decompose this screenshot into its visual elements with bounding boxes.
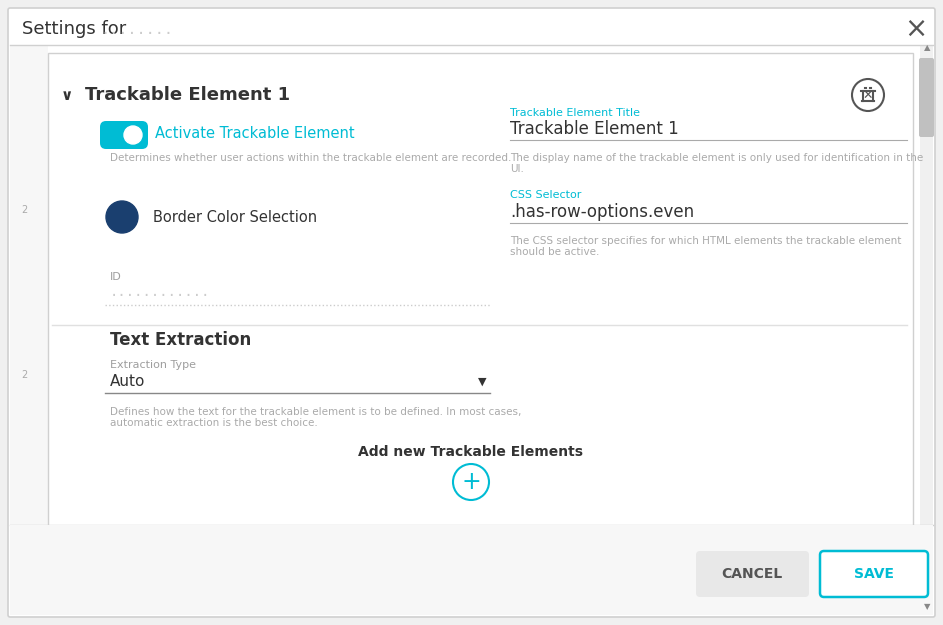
Text: ............: ............ [110,285,210,299]
Circle shape [124,126,142,144]
Text: Defines how the text for the trackable element is to be defined. In most cases,: Defines how the text for the trackable e… [110,407,521,417]
Text: should be active.: should be active. [510,247,600,257]
Text: ID: ID [110,272,122,282]
Text: ........: ........ [100,21,173,36]
Text: UI.: UI. [510,164,524,174]
Text: ×: × [904,15,928,43]
Text: Determines whether user actions within the trackable element are recorded.: Determines whether user actions within t… [110,153,511,163]
Text: ∨: ∨ [60,88,74,103]
Circle shape [106,201,138,233]
FancyBboxPatch shape [10,45,48,615]
Text: Add new Trackable Elements: Add new Trackable Elements [358,445,584,459]
Text: Border Color Selection: Border Color Selection [153,209,317,224]
Text: .has-row-options.even: .has-row-options.even [510,203,694,221]
Text: Text Extraction: Text Extraction [110,331,251,349]
FancyBboxPatch shape [820,551,928,597]
Text: SAVE: SAVE [854,567,894,581]
Text: +: + [461,470,481,494]
Text: The CSS selector specifies for which HTML elements the trackable element: The CSS selector specifies for which HTM… [510,236,902,246]
FancyBboxPatch shape [696,551,809,597]
FancyBboxPatch shape [8,8,935,617]
Text: ▼: ▼ [924,602,930,611]
Text: ▲: ▲ [924,44,930,53]
Text: ▼: ▼ [478,377,487,387]
Text: Activate Trackable Element: Activate Trackable Element [155,126,355,141]
FancyBboxPatch shape [920,45,933,615]
Text: Extraction Type: Extraction Type [110,360,196,370]
Text: ✕: ✕ [863,89,873,101]
Circle shape [453,464,489,500]
Text: Settings for: Settings for [22,20,126,38]
Text: CSS Selector: CSS Selector [510,190,582,200]
FancyBboxPatch shape [919,58,934,137]
Text: Trackable Element 1: Trackable Element 1 [510,120,679,138]
Text: Trackable Element 1: Trackable Element 1 [85,86,290,104]
FancyBboxPatch shape [10,525,933,615]
Text: The display name of the trackable element is only used for identification in the: The display name of the trackable elemen… [510,153,923,163]
Text: automatic extraction is the best choice.: automatic extraction is the best choice. [110,418,318,428]
Text: Auto: Auto [110,374,145,389]
Text: 2: 2 [21,370,27,380]
Text: 2: 2 [21,205,27,215]
Text: Trackable Element Title: Trackable Element Title [510,108,640,118]
FancyBboxPatch shape [48,53,913,563]
Text: CANCEL: CANCEL [721,567,783,581]
Circle shape [852,79,884,111]
FancyBboxPatch shape [100,121,148,149]
